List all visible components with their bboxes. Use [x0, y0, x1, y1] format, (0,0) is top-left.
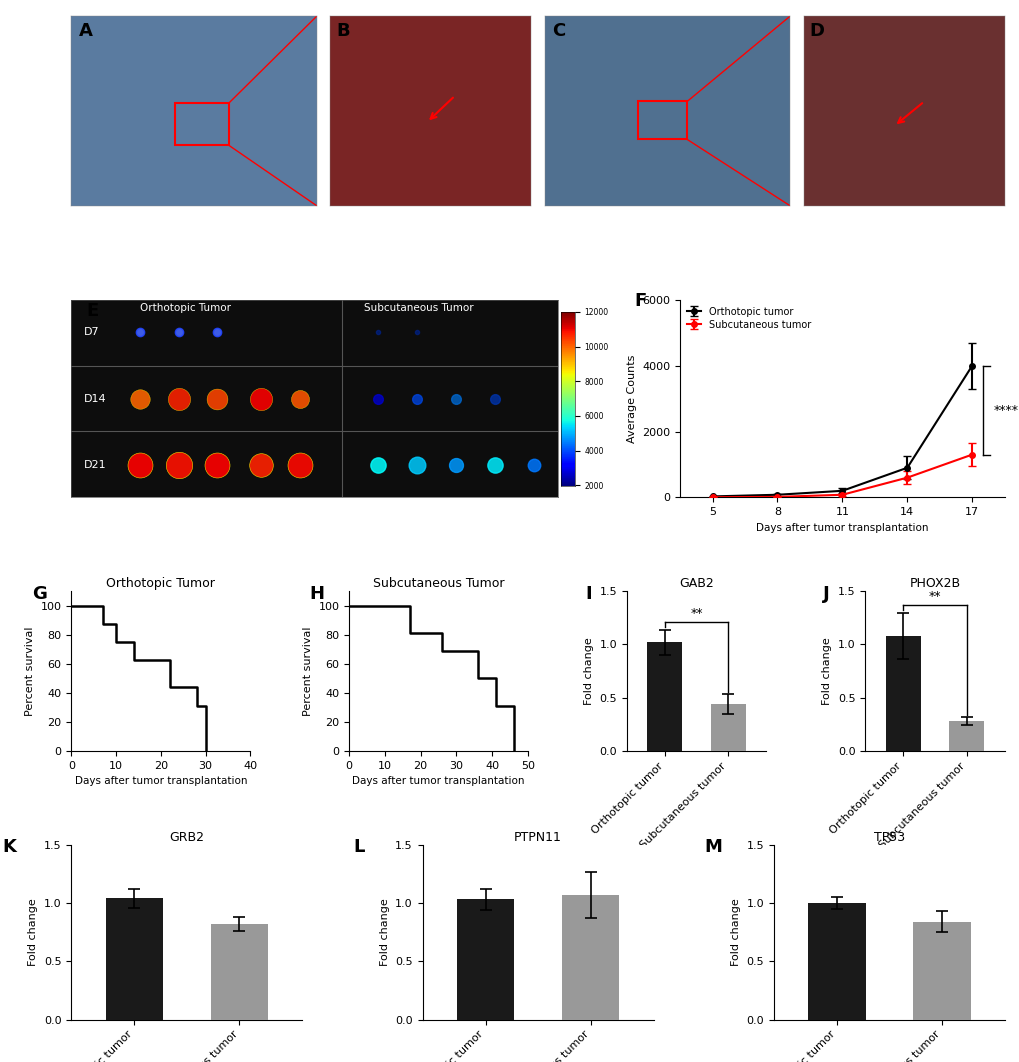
Text: ****: **** [993, 404, 1018, 416]
Title: PTPN11: PTPN11 [514, 830, 561, 843]
Y-axis label: Percent survival: Percent survival [25, 627, 35, 716]
Title: GAB2: GAB2 [679, 577, 713, 590]
Title: GRB2: GRB2 [169, 830, 204, 843]
Text: F: F [634, 292, 646, 310]
Text: D7: D7 [84, 327, 99, 338]
Bar [561, 895, 619, 1020]
Text: **: ** [927, 590, 941, 603]
Bar [105, 898, 163, 1020]
Text: B: B [336, 21, 350, 39]
Text: I: I [584, 585, 591, 603]
Text: L: L [353, 838, 364, 856]
Text: **: ** [690, 607, 702, 620]
Bar [638, 102, 687, 139]
Title: Orthotopic Tumor: Orthotopic Tumor [106, 577, 215, 590]
Title: TP53: TP53 [873, 830, 904, 843]
Y-axis label: Fold change: Fold change [583, 637, 593, 705]
Text: M: M [704, 838, 721, 856]
X-axis label: Days after tumor transplantation: Days after tumor transplantation [352, 776, 525, 786]
Bar [710, 704, 745, 751]
Text: C: C [551, 21, 565, 39]
Y-axis label: Fold change: Fold change [379, 898, 389, 966]
X-axis label: Days after tumor transplantation: Days after tumor transplantation [755, 523, 927, 533]
Y-axis label: Fold change: Fold change [821, 637, 832, 705]
Text: J: J [822, 585, 829, 603]
Text: K: K [2, 838, 16, 856]
Bar [210, 924, 268, 1020]
Text: Orthotopic Tumor: Orthotopic Tumor [140, 303, 230, 312]
Title: PHOX2B: PHOX2B [909, 577, 960, 590]
Bar [457, 900, 514, 1020]
Text: D14: D14 [84, 394, 106, 404]
Text: A: A [78, 21, 93, 39]
Text: D21: D21 [84, 460, 106, 469]
Text: E: E [86, 302, 98, 320]
Text: Subcutaneous Tumor: Subcutaneous Tumor [363, 303, 473, 312]
Bar [884, 636, 920, 751]
Text: G: G [32, 585, 47, 603]
X-axis label: Days after tumor transplantation: Days after tumor transplantation [74, 776, 247, 786]
Y-axis label: Average Counts: Average Counts [626, 355, 636, 443]
Text: D: D [809, 21, 824, 39]
Legend: Orthotopic tumor, Subcutaneous tumor: Orthotopic tumor, Subcutaneous tumor [685, 305, 812, 331]
Text: H: H [310, 585, 324, 603]
Bar [912, 922, 970, 1020]
Bar [807, 903, 865, 1020]
Y-axis label: Percent survival: Percent survival [303, 627, 313, 716]
Y-axis label: Fold change: Fold change [730, 898, 740, 966]
Title: Subcutaneous Tumor: Subcutaneous Tumor [373, 577, 503, 590]
Bar [949, 721, 983, 751]
Y-axis label: Fold change: Fold change [29, 898, 39, 966]
Bar [174, 103, 228, 145]
Bar [647, 643, 682, 751]
